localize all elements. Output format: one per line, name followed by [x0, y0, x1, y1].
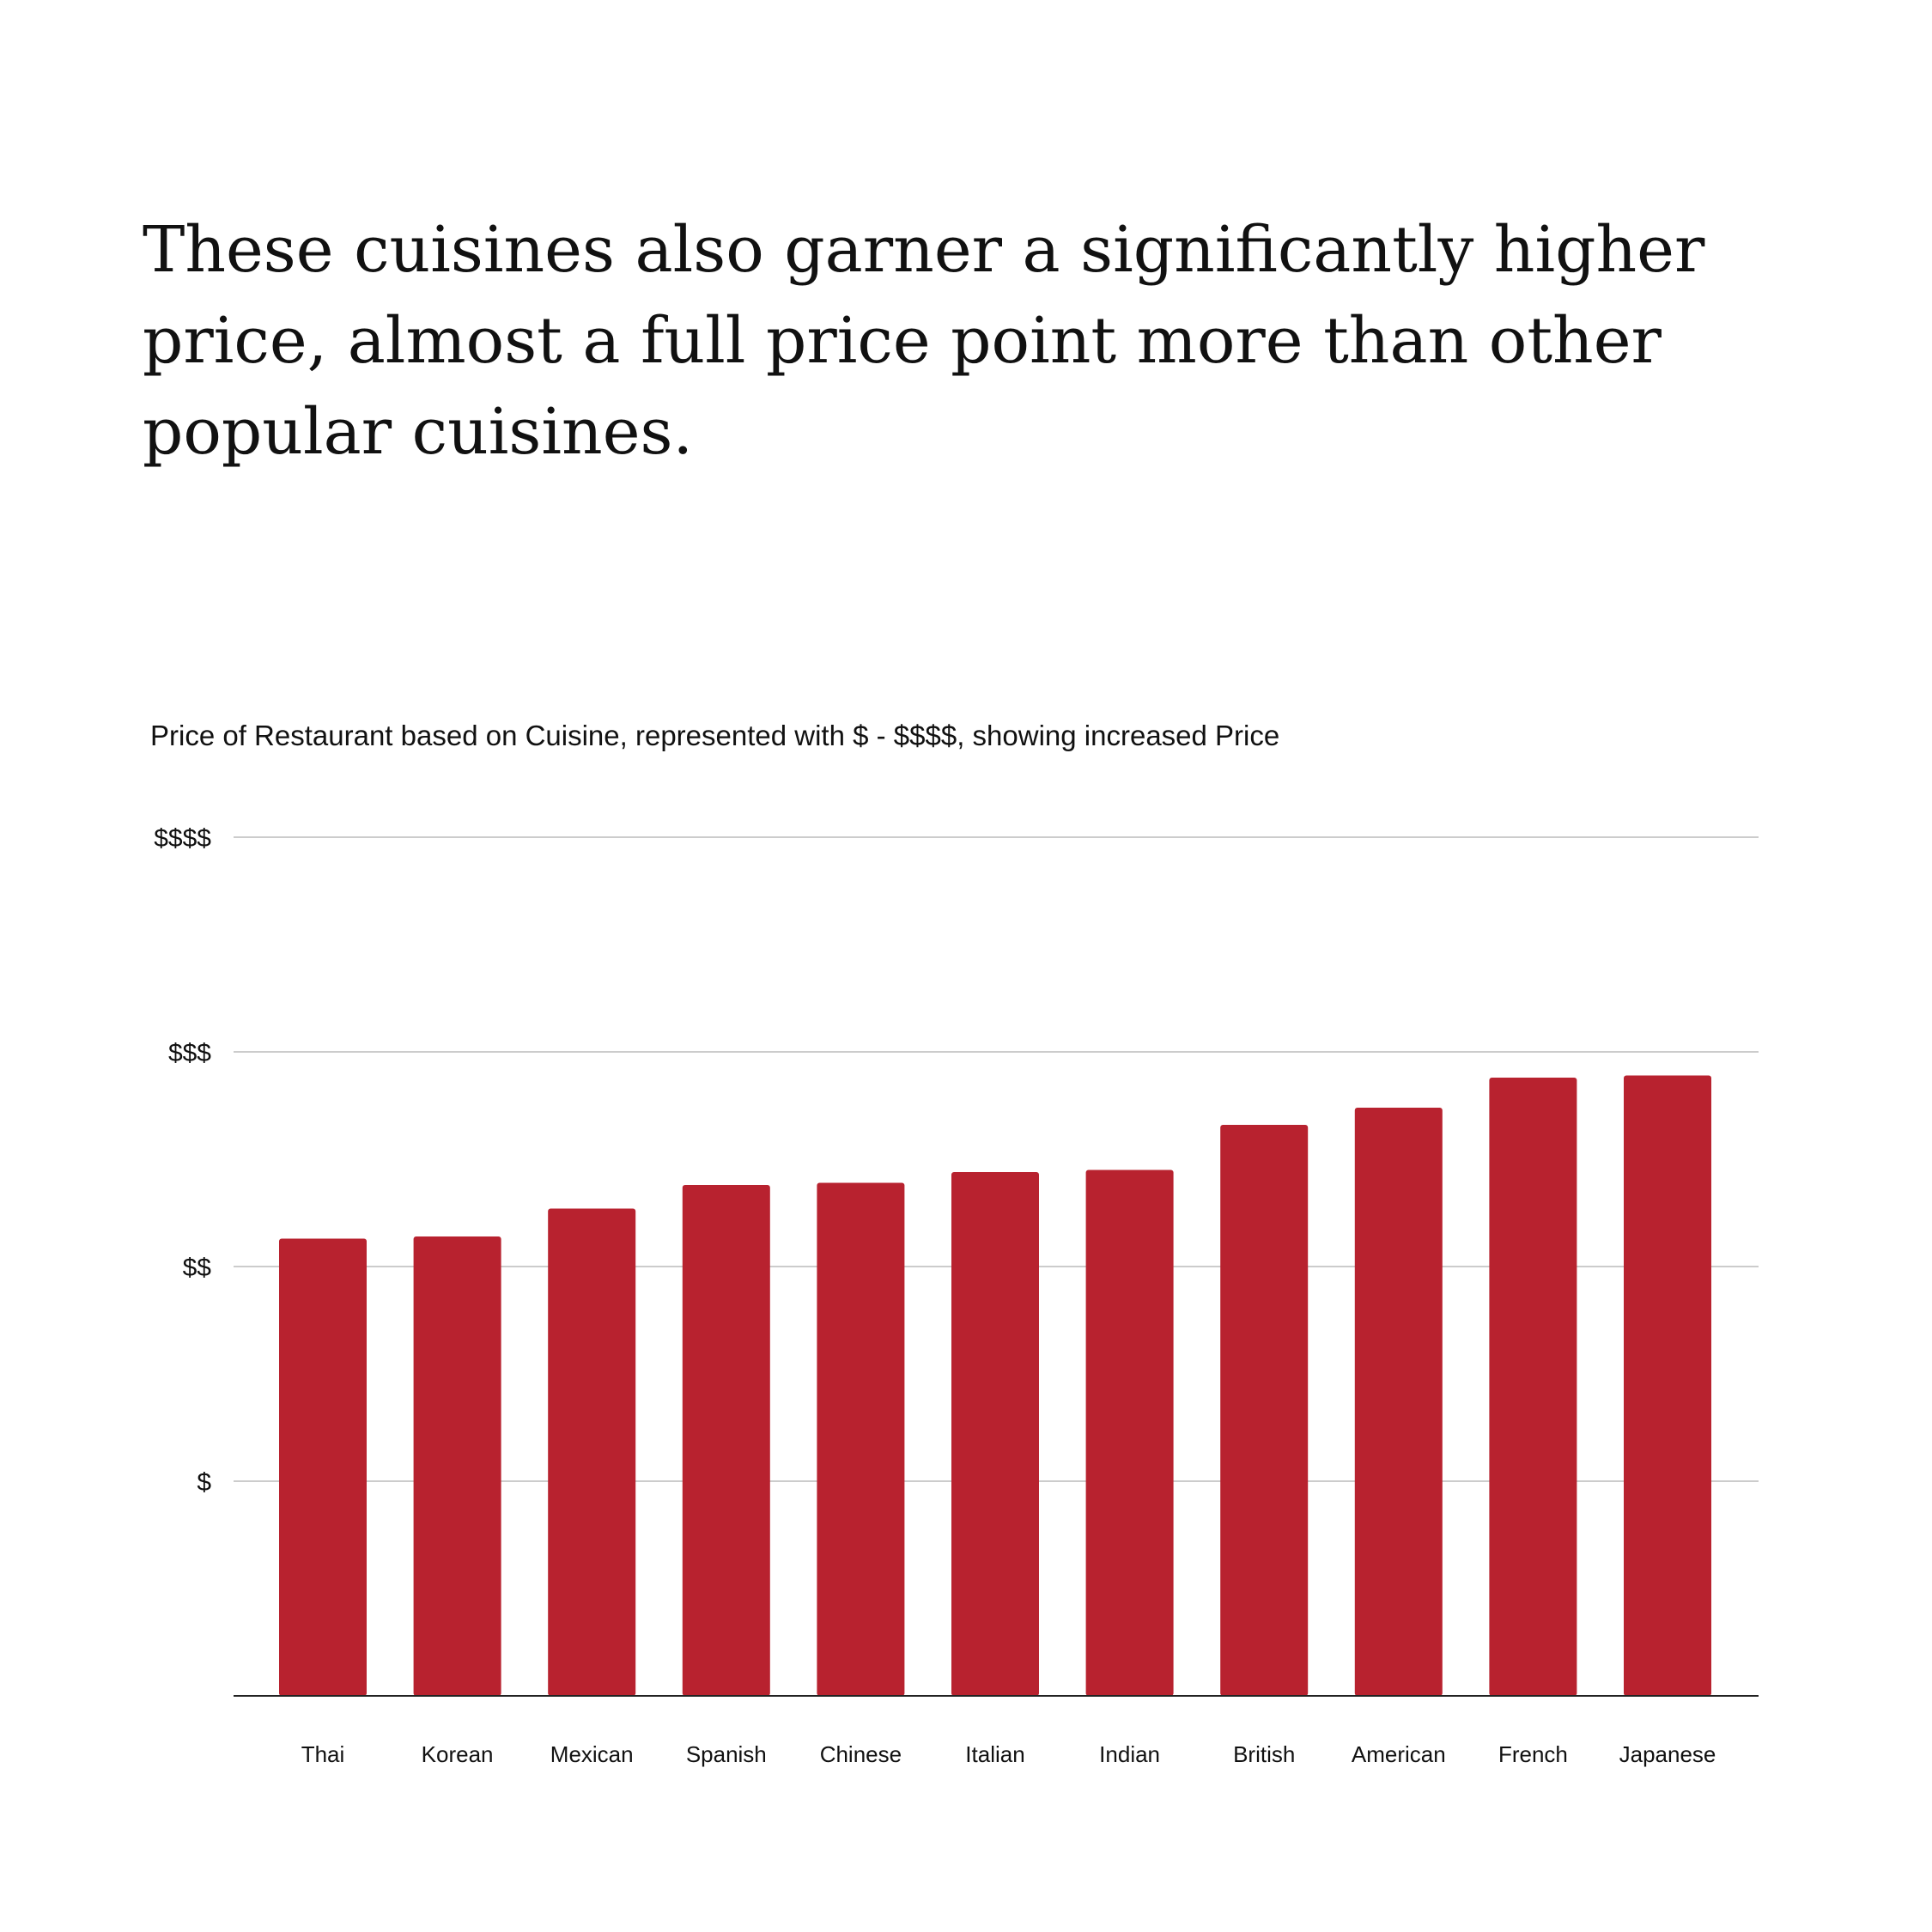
- bar-mexican: [548, 1208, 636, 1696]
- x-tick-label: Indian: [1099, 1741, 1160, 1767]
- x-tick-label: British: [1233, 1741, 1295, 1767]
- bar-american: [1354, 1108, 1443, 1696]
- bar-chinese: [817, 1182, 905, 1696]
- chart-title: Price of Restaurant based on Cuisine, re…: [150, 720, 1280, 751]
- x-tick-label: Japanese: [1619, 1741, 1716, 1767]
- x-tick-label: Spanish: [686, 1741, 767, 1767]
- bar-italian: [951, 1172, 1039, 1696]
- y-tick-label: $$: [183, 1254, 212, 1282]
- x-tick-label: Chinese: [820, 1741, 902, 1767]
- bar-indian: [1085, 1170, 1174, 1696]
- x-axis-ticks: Thai Korean Mexican Spanish Chinese Italian In…: [301, 1741, 1716, 1767]
- bar-british: [1220, 1125, 1309, 1696]
- x-tick-label: Mexican: [550, 1741, 634, 1767]
- x-tick-label: Italian: [965, 1741, 1024, 1767]
- x-tick-label: French: [1498, 1741, 1568, 1767]
- headline: These cuisines also garner a significant…: [143, 213, 1705, 469]
- bars: [279, 1075, 1711, 1696]
- x-tick-label: Thai: [301, 1741, 345, 1767]
- y-tick-label: $$$$: [154, 824, 211, 853]
- bar-thai: [279, 1238, 367, 1696]
- x-tick-label: Korean: [422, 1741, 494, 1767]
- bar-french: [1489, 1078, 1577, 1696]
- bar-korean: [413, 1236, 501, 1696]
- y-axis-ticks: $$$$$$$$$$: [154, 824, 211, 1497]
- y-tick-label: $$$: [168, 1039, 211, 1067]
- x-tick-label: American: [1352, 1741, 1446, 1767]
- y-tick-label: $: [197, 1468, 211, 1497]
- bar-spanish: [682, 1185, 770, 1696]
- bar-japanese: [1624, 1075, 1711, 1696]
